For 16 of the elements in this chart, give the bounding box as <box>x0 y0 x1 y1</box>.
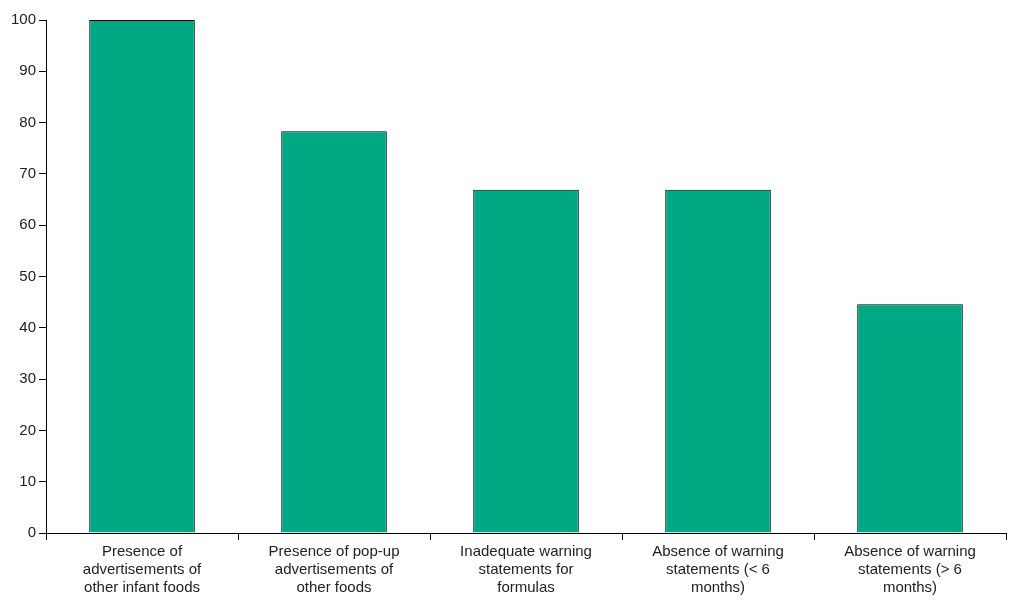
x-tick-label: Absence of warning statements (< 6 months) <box>652 542 784 596</box>
y-tick-label: 80 <box>19 112 37 130</box>
y-tick-label: 40 <box>19 317 37 335</box>
y-tick-label: 20 <box>19 420 37 438</box>
y-tick-label: 90 <box>19 61 37 79</box>
y-tick-label: 30 <box>19 369 37 387</box>
x-tick-label: Absence of warning statements (> 6 months) <box>844 542 976 596</box>
x-tick-label: Presence of pop-up advertisements of other foods <box>268 542 400 596</box>
y-tick-label: 50 <box>19 266 37 284</box>
y-tick-label: 70 <box>19 164 37 182</box>
x-tick-label: Presence of advertisements of other infant foods <box>82 542 203 596</box>
y-tick-label: 60 <box>19 215 37 233</box>
x-tick-label: Inadequate warning statements for formulas <box>460 542 592 596</box>
y-tick-label: 0 <box>27 523 37 541</box>
y-tick-label: 10 <box>19 471 37 489</box>
y-tick-label: 100 <box>11 10 37 28</box>
